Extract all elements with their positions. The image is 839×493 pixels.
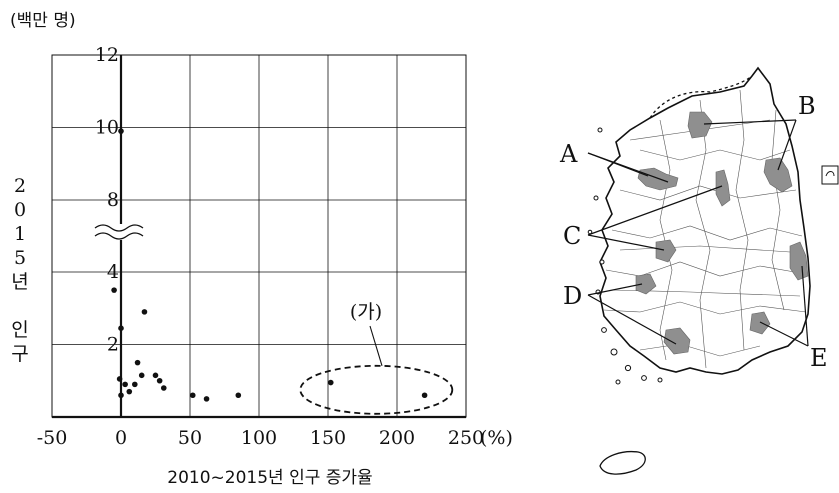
break-wave-top (94, 224, 144, 232)
peninsula-outline (599, 66, 811, 375)
x-tick-label: 100 (241, 427, 277, 449)
data-point (327, 379, 334, 386)
region-e1 (789, 241, 809, 281)
korea-map: A B C D E (559, 66, 839, 475)
ulleung-marker (821, 165, 839, 185)
data-point (141, 309, 148, 315)
data-point (160, 385, 167, 391)
y-axis-title: 2015년 인구 (11, 175, 28, 365)
data-point (116, 376, 123, 382)
region-c2 (655, 239, 677, 263)
y-axis-title-char: 2 (14, 175, 26, 197)
map-label-e: E (810, 344, 828, 372)
data-point (126, 388, 133, 395)
region-c1 (715, 169, 731, 207)
tick-labels: -50 0 50 100 150 200 250 2 4 8 10 12 (37, 44, 484, 449)
break-wave-bottom (94, 232, 144, 240)
x-tick-label: 150 (310, 427, 346, 449)
y-tick-label: 4 (107, 261, 119, 283)
region-d2 (663, 327, 691, 355)
y-tick-label: 8 (107, 189, 119, 211)
y-axis-title-char: 년 (11, 271, 28, 293)
data-point (138, 372, 145, 379)
data-point (203, 396, 210, 402)
x-tick-label: 250 (448, 427, 484, 449)
y-unit-label: (백만 명) (10, 11, 76, 31)
shaded-regions (635, 111, 809, 355)
x-tick-label: 200 (379, 427, 415, 449)
y-tick-label: 10 (95, 117, 119, 139)
data-point (118, 325, 124, 331)
map-label-a: A (559, 140, 578, 168)
region-e2 (749, 311, 771, 335)
x-tick-label: 50 (178, 427, 202, 449)
data-point (111, 287, 117, 293)
y-axis-title-char: 5 (14, 247, 26, 269)
x-axis-title: 2010~2015년 인구 증가율 (167, 468, 372, 488)
data-point (235, 392, 242, 399)
x-unit-label: (%) (480, 427, 513, 449)
islands (587, 127, 663, 385)
data-points (111, 128, 428, 402)
annotation-ga: (가) (299, 301, 454, 415)
axis-break (94, 224, 147, 240)
region-b1 (687, 111, 713, 139)
map-label-d: D (563, 282, 582, 310)
jeju-island (599, 450, 646, 475)
y-axis-title-char: 인 (11, 319, 28, 341)
data-point (152, 372, 159, 379)
data-point (118, 128, 124, 134)
data-point (189, 392, 196, 399)
map-label-b: B (798, 92, 816, 120)
data-point (421, 392, 428, 399)
break-gap (107, 224, 147, 240)
leader-lines (587, 119, 809, 347)
x-tick-label: -50 (37, 427, 68, 449)
annotation-label: (가) (350, 301, 382, 323)
x-tick-label: 0 (115, 427, 127, 449)
y-tick-label: 12 (95, 44, 119, 66)
map-label-c: C (563, 222, 581, 250)
data-point (134, 359, 141, 366)
annotation-ellipse (299, 364, 454, 415)
region-d1 (635, 273, 657, 295)
data-point (156, 377, 163, 384)
data-point (118, 392, 124, 399)
dmz-line (649, 75, 753, 119)
annotation-leader (369, 325, 383, 366)
data-point (132, 381, 138, 388)
y-axis-title-char: 0 (14, 199, 26, 221)
data-point (122, 381, 128, 388)
y-axis-title-char: 구 (11, 343, 28, 365)
y-axis-title-char: 1 (14, 223, 26, 245)
y-tick-label: 2 (107, 334, 119, 356)
